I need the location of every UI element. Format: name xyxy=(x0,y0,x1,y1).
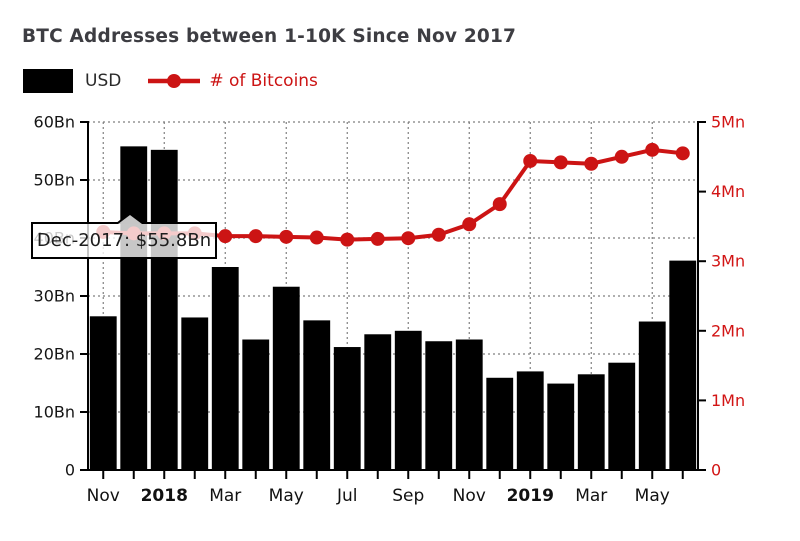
y-axis-label-right: 2Mn xyxy=(711,321,745,340)
point-Apr-2018[interactable] xyxy=(248,229,263,244)
bar-Jun-2019[interactable] xyxy=(669,260,697,470)
x-axis-label: 2019 xyxy=(507,486,554,506)
bar-Dec-2017[interactable] xyxy=(120,146,148,471)
legend: USD # of Bitcoins xyxy=(23,68,318,94)
x-axis-label: May xyxy=(269,486,304,506)
bar-Feb-2019[interactable] xyxy=(547,383,575,470)
point-Dec-2018[interactable] xyxy=(492,197,507,212)
point-Jan-2019[interactable] xyxy=(523,153,538,168)
tooltip-text: Dec-2017: $55.8Bn xyxy=(36,230,212,251)
legend-bitcoins-line-icon xyxy=(148,74,201,88)
bar-Jan-2019[interactable] xyxy=(516,371,544,470)
y-axis-label-left: 10Bn xyxy=(34,403,75,422)
x-axis-label: Jul xyxy=(336,486,358,506)
bar-Apr-2019[interactable] xyxy=(608,362,636,470)
tooltip: Dec-2017: $55.8Bn xyxy=(31,212,217,259)
point-May-2018[interactable] xyxy=(279,229,294,244)
point-Mar-2018[interactable] xyxy=(218,229,233,244)
bar-Oct-2018[interactable] xyxy=(425,341,453,470)
point-Nov-2018[interactable] xyxy=(462,217,477,232)
y-axis-label-right: 3Mn xyxy=(711,252,745,271)
bar-May-2018[interactable] xyxy=(272,286,300,470)
legend-usd-swatch xyxy=(23,69,73,93)
y-axis-label-left: 20Bn xyxy=(34,345,75,364)
point-Jun-2018[interactable] xyxy=(309,230,324,245)
bar-Jul-2018[interactable] xyxy=(333,347,361,470)
x-axis-label: 2018 xyxy=(141,486,188,506)
y-axis-label-left: 60Bn xyxy=(34,113,75,132)
y-axis-label-right: 5Mn xyxy=(711,113,745,132)
y-axis-label-right: 1Mn xyxy=(711,391,745,410)
bar-Mar-2019[interactable] xyxy=(577,374,605,470)
legend-bitcoins-label: # of Bitcoins xyxy=(209,71,318,91)
point-Jun-2019[interactable] xyxy=(675,146,690,161)
bar-Feb-2018[interactable] xyxy=(181,317,209,470)
chart-title: BTC Addresses between 1-10K Since Nov 20… xyxy=(22,26,517,47)
x-axis-label: Mar xyxy=(575,486,607,506)
tooltip-arrow xyxy=(118,215,142,224)
point-Oct-2018[interactable] xyxy=(431,227,446,242)
y-axis-label-left: 0 xyxy=(65,461,75,480)
point-May-2019[interactable] xyxy=(645,142,660,157)
legend-usd-label: USD xyxy=(85,71,122,91)
bar-Apr-2018[interactable] xyxy=(242,339,270,471)
bar-Mar-2018[interactable] xyxy=(211,267,239,470)
bar-Dec-2018[interactable] xyxy=(486,377,514,470)
bar-Sep-2018[interactable] xyxy=(394,330,422,470)
bar-Aug-2018[interactable] xyxy=(364,334,392,470)
y-axis-label-left: 50Bn xyxy=(34,171,75,190)
bar-Jun-2018[interactable] xyxy=(303,320,331,470)
point-Apr-2019[interactable] xyxy=(614,149,629,164)
y-axis-label-left: 30Bn xyxy=(34,287,75,306)
x-axis-label: Nov xyxy=(87,486,120,506)
point-Mar-2019[interactable] xyxy=(584,156,599,171)
point-Jul-2018[interactable] xyxy=(340,232,355,247)
point-Sep-2018[interactable] xyxy=(401,231,416,246)
x-axis-label: Sep xyxy=(392,486,424,506)
y-axis-label-right: 0 xyxy=(711,461,721,480)
point-Feb-2019[interactable] xyxy=(553,155,568,170)
point-Aug-2018[interactable] xyxy=(370,231,385,246)
x-axis-label: Mar xyxy=(209,486,241,506)
x-axis-label: May xyxy=(635,486,670,506)
bar-Jan-2018[interactable] xyxy=(150,149,178,470)
bar-Nov-2018[interactable] xyxy=(455,339,483,471)
bar-May-2019[interactable] xyxy=(638,321,666,470)
bar-Nov-2017[interactable] xyxy=(89,316,117,470)
x-axis-label: Nov xyxy=(453,486,486,506)
y-axis-label-right: 4Mn xyxy=(711,182,745,201)
